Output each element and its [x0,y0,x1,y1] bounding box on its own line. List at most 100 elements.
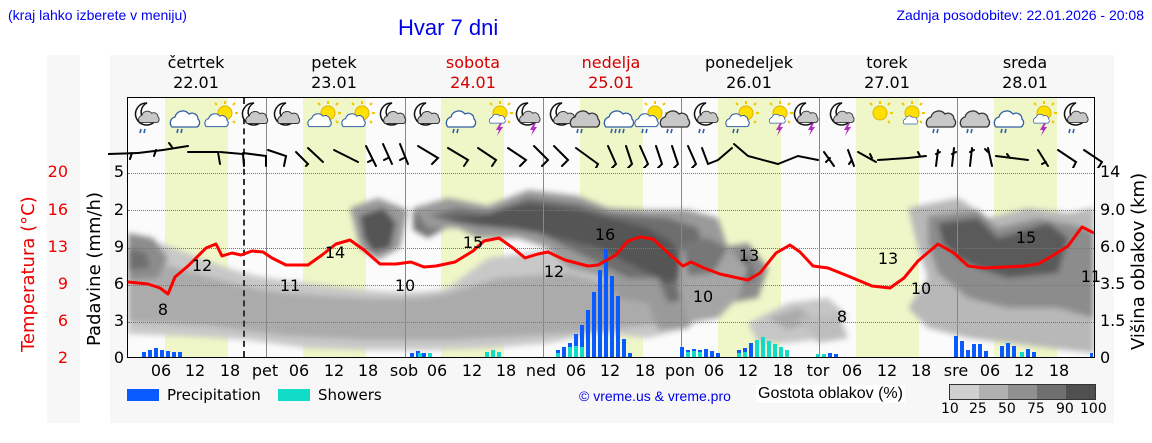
location-menu-hint[interactable]: (kraj lahko izberete v meniju) [8,7,187,23]
temp-tick: 9 [57,274,68,293]
cloud-density-scale [949,384,1096,400]
current-time-marker [243,98,245,357]
cloud-rain-icon [993,110,1025,134]
day-header-1: četrtek 22.01 [167,53,225,92]
x-tick: sre [943,361,969,380]
precipitation-legend-swatch [127,389,159,401]
cloud-rain-icon [445,110,477,134]
sun-thunder-icon [1032,100,1058,136]
x-tick: 12 [599,361,621,380]
cloud-rain-icon [169,110,201,134]
temp-label: 12 [191,256,213,275]
precip-tick: 6 [113,274,124,293]
temp-label: 8 [157,300,169,319]
x-tick: 06 [703,361,725,380]
scale-cell [1066,385,1095,399]
night-cloud-icon [413,102,441,126]
night-thunder-icon [793,102,819,136]
temp-label: 13 [877,249,899,268]
precip-tick: 3 [113,311,124,330]
x-tick: 12 [876,361,898,380]
scale-label: 90 [1056,401,1074,417]
scale-label: 10 [941,401,959,417]
night-cloud-rain-icon [693,102,719,134]
x-tick: 06 [288,361,310,380]
x-tick: sob [389,361,419,380]
temp-label: 16 [594,225,616,244]
cloud-density-label: Gostota oblakov (%) [756,385,905,403]
day-separator [957,98,958,357]
gridline [128,248,1094,249]
day-separator [266,98,267,357]
temp-tick: 20 [47,162,68,181]
x-tick: 06 [979,361,1001,380]
day-header-6: torek 27.01 [864,53,910,92]
day-header-2: petek 23.01 [311,53,357,92]
x-tick: 06 [426,361,448,380]
scale-label: 75 [1027,401,1045,417]
sun-icon [869,100,894,124]
scale-cell [950,385,979,399]
sun-cloud-icon [204,100,239,128]
night-cloud-icon [273,102,301,126]
showers-legend-label: Showers [318,386,382,404]
x-tick: 18 [910,361,932,380]
x-tick: 18 [219,361,241,380]
x-tick: 18 [772,361,794,380]
cloud-height-tick: 0 [1100,348,1111,367]
sun-cloud-rain-icon [634,100,669,134]
temp-label: 15 [462,233,484,252]
sun-thunder-icon [488,100,514,136]
sun-cloud-rain-icon [725,100,760,134]
x-tick: 06 [150,361,172,380]
page-title: Hvar 7 dni [398,15,499,40]
cloud-rain-icon [569,110,601,134]
day-header-3: sobota 24.01 [445,53,501,92]
day-separator [819,98,820,357]
cloud-height-tick: 3.5 [1100,274,1126,293]
temp-label: 12 [543,262,565,281]
x-tick: 06 [565,361,587,380]
cloud-height-axis-label: Višina oblakov (km) [1128,172,1149,350]
temp-tick: 16 [47,200,68,219]
wind-barbs-row [108,142,1104,168]
precip-tick: 5 [113,162,124,181]
x-tick: 18 [357,361,379,380]
copyright-link[interactable]: © vreme.us & vreme.pro [579,388,731,404]
temp-label: 10 [910,279,932,298]
sun-cloud-icon [901,100,926,125]
last-update-timestamp: Zadnja posodobitev: 22.01.2026 - 20:08 [896,7,1144,23]
scale-cell [979,385,1008,399]
scale-cell [1037,385,1066,399]
x-tick: 18 [495,361,517,380]
x-tick: 12 [323,361,345,380]
cloud-heavy-rain-icon [603,110,635,134]
day-header-5: ponedeljek 26.01 [705,53,793,92]
scale-label: 25 [969,401,987,417]
precipitation-bars [142,249,1093,357]
scale-label: 50 [998,401,1016,417]
temp-tick: 2 [57,348,68,367]
x-tick: 18 [634,361,656,380]
cloud-rain-icon [959,110,991,134]
precipitation-axis-label: Padavine (mm/h) [84,192,105,346]
temp-tick: 13 [47,237,68,256]
cloud-height-tick: 14 [1100,162,1121,181]
night-cloud-rain-icon [134,102,160,134]
temp-label: 11 [1080,267,1102,286]
temp-label: 13 [738,246,760,265]
cloud-height-tick: 9.0 [1100,200,1126,219]
temp-label: 15 [1015,228,1037,247]
temp-label: 10 [692,287,714,306]
temp-label: 14 [324,243,346,262]
temp-label: 11 [279,276,301,295]
x-tick: tor [806,361,830,380]
precip-tick: 0 [113,348,124,367]
day-header-4: nedelja 25.01 [581,53,641,92]
night-cloud-icon [241,102,269,126]
cloud-height-tick: 6.0 [1100,237,1126,256]
precipitation-legend-label: Precipitation [167,386,261,404]
sun-thunder-icon [768,100,794,136]
precip-tick: 9 [113,237,124,256]
sun-cloud-icon [341,100,376,128]
